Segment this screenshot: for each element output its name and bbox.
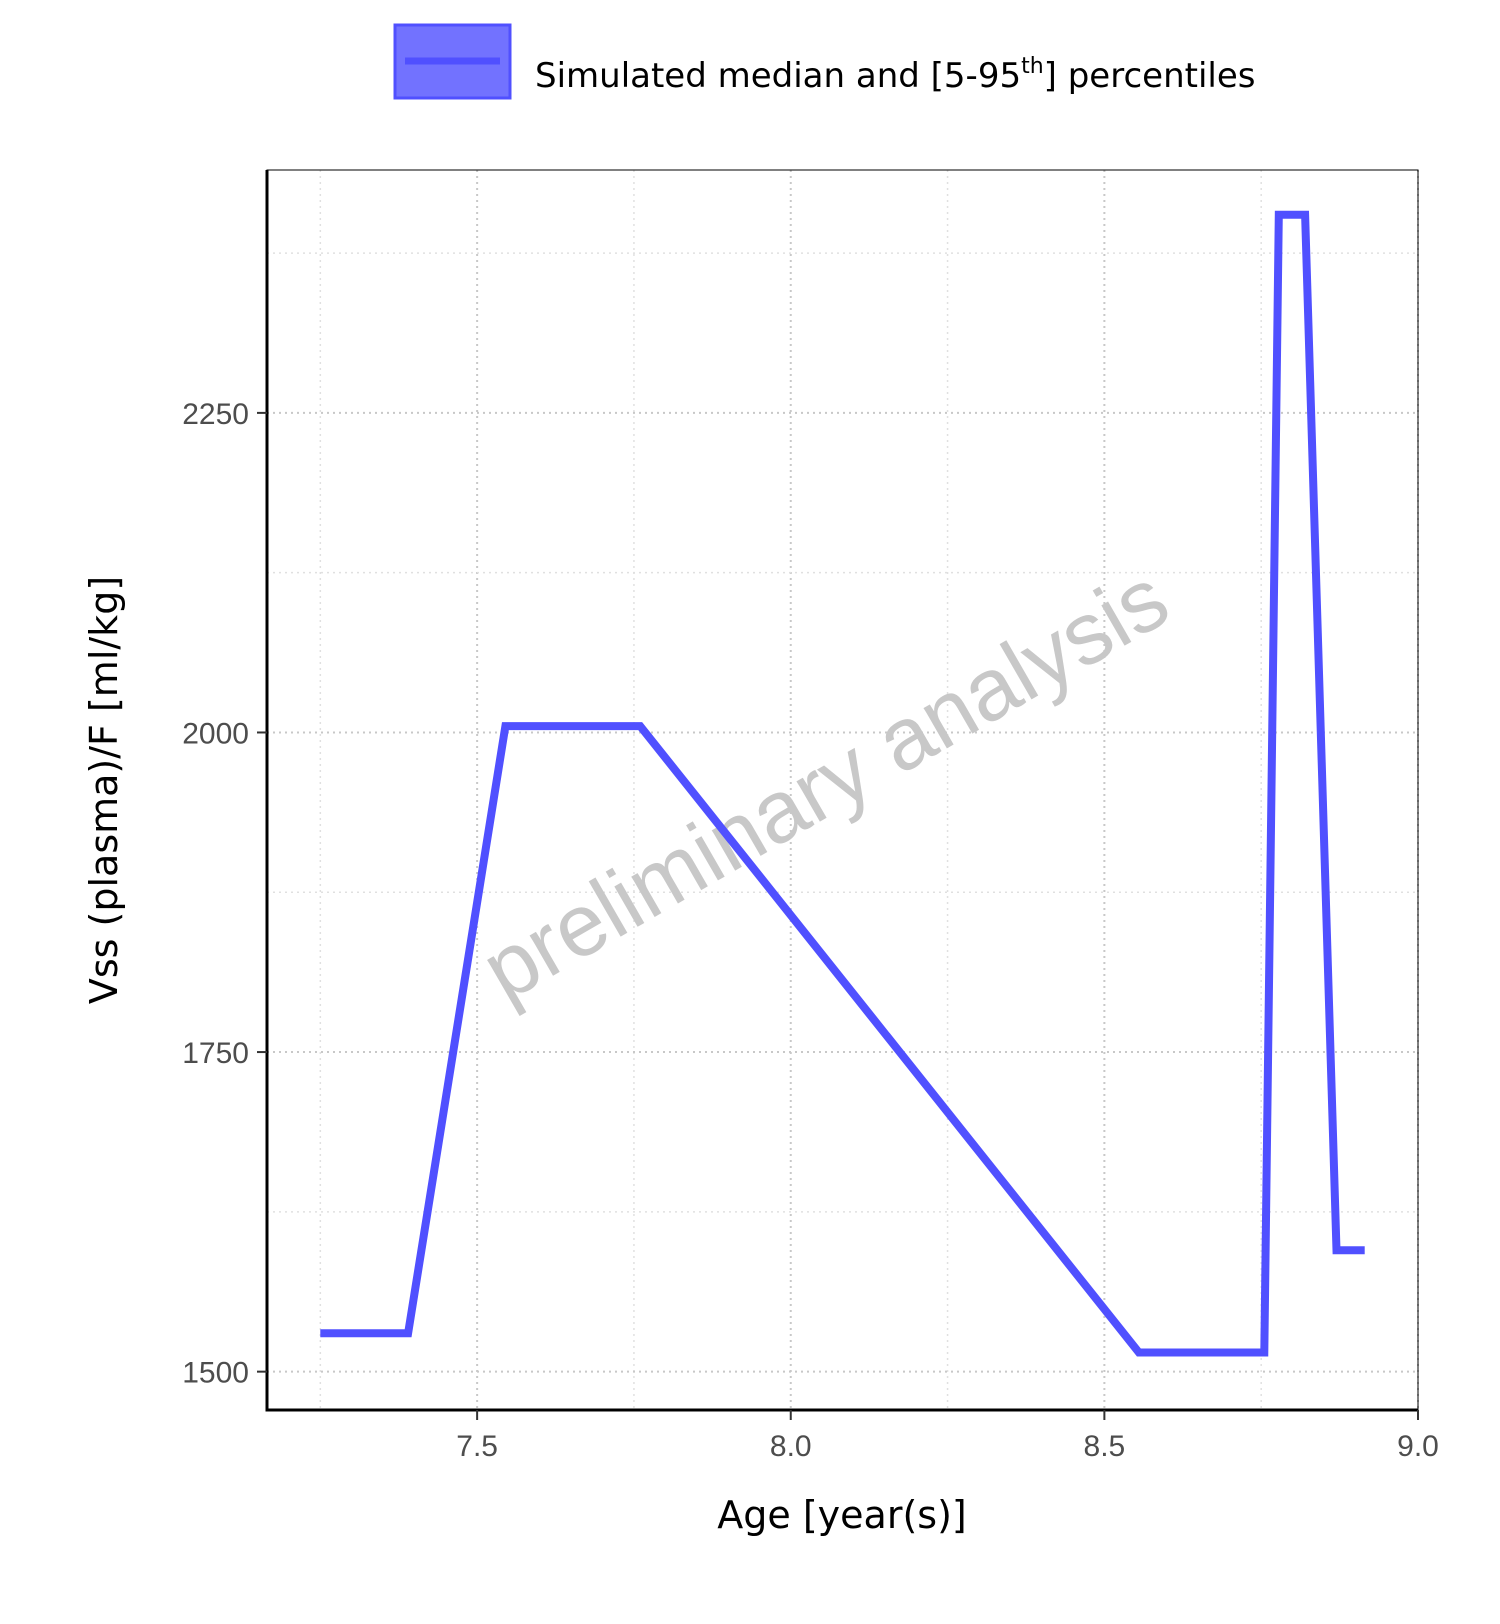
- series-line: [320, 210, 1365, 1357]
- y-tick-label: 1500: [182, 1357, 249, 1390]
- legend-label: Simulated median and [5-95th] percentile…: [535, 54, 1255, 96]
- y-axis-title: Vss (plasma)/F [ml/kg]: [82, 576, 126, 1004]
- y-tick-label: 2000: [182, 717, 249, 750]
- legend-label-sup: th: [1021, 54, 1044, 79]
- watermark: preliminary analysis: [465, 548, 1184, 1020]
- x-tick-label: 7.5: [456, 1430, 498, 1463]
- x-axis-title: Age [year(s)]: [717, 1493, 966, 1537]
- legend: Simulated median and [5-95th] percentile…: [393, 23, 1255, 100]
- x-tick-label: 8.0: [770, 1430, 812, 1463]
- x-tick-label: 8.5: [1084, 1430, 1126, 1463]
- ticks: 7.5 8.0 8.5 9.0 1500 1750 2000 2250: [182, 398, 1439, 1463]
- series-layer: [320, 210, 1365, 1357]
- legend-label-main: Simulated median and [5-95: [535, 56, 1021, 96]
- y-tick-label: 1750: [182, 1037, 249, 1070]
- y-tick-label: 2250: [182, 398, 249, 431]
- x-tick-label: 9.0: [1397, 1430, 1439, 1463]
- legend-label-end: ] percentiles: [1044, 56, 1256, 96]
